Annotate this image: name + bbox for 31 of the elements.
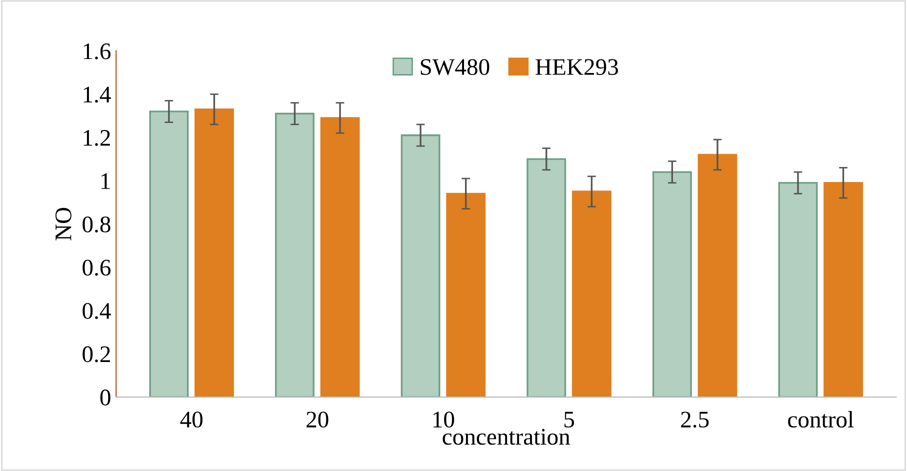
x-tick-label: 10 [433, 412, 454, 428]
bar [778, 182, 818, 398]
x-tick-label: 20 [306, 412, 328, 428]
y-tick-label: 1.4 [84, 86, 111, 103]
bar [652, 171, 692, 398]
y-axis-title: NO [56, 208, 72, 240]
bar [526, 158, 566, 398]
y-tick-label: 0 [100, 390, 110, 406]
bar [400, 134, 440, 398]
y-tick-label: 0.6 [82, 260, 111, 276]
y-tick-label: 1 [102, 173, 110, 189]
bar [698, 154, 738, 398]
y-tick-label: 0.4 [82, 302, 111, 320]
y-tick-label: 0.2 [82, 346, 110, 362]
bar [446, 192, 486, 398]
bar [194, 108, 234, 398]
bar [275, 112, 314, 398]
legend-label: HEK293 [536, 59, 618, 76]
bar [572, 190, 612, 398]
bar [320, 117, 360, 398]
x-tick-label: 5 [564, 412, 574, 428]
y-tick-label: 1.6 [84, 43, 111, 60]
x-tick-label: control [788, 410, 854, 428]
x-tick-label: 40 [180, 412, 202, 428]
legend-label: SW480 [420, 59, 490, 76]
bar [149, 110, 189, 398]
bar [824, 182, 863, 398]
y-tick-label: 1.2 [84, 130, 110, 146]
y-tick-label: 0.8 [82, 216, 110, 232]
x-axis-title: concentration [442, 428, 570, 445]
x-tick-label: 2.5 [681, 412, 709, 428]
